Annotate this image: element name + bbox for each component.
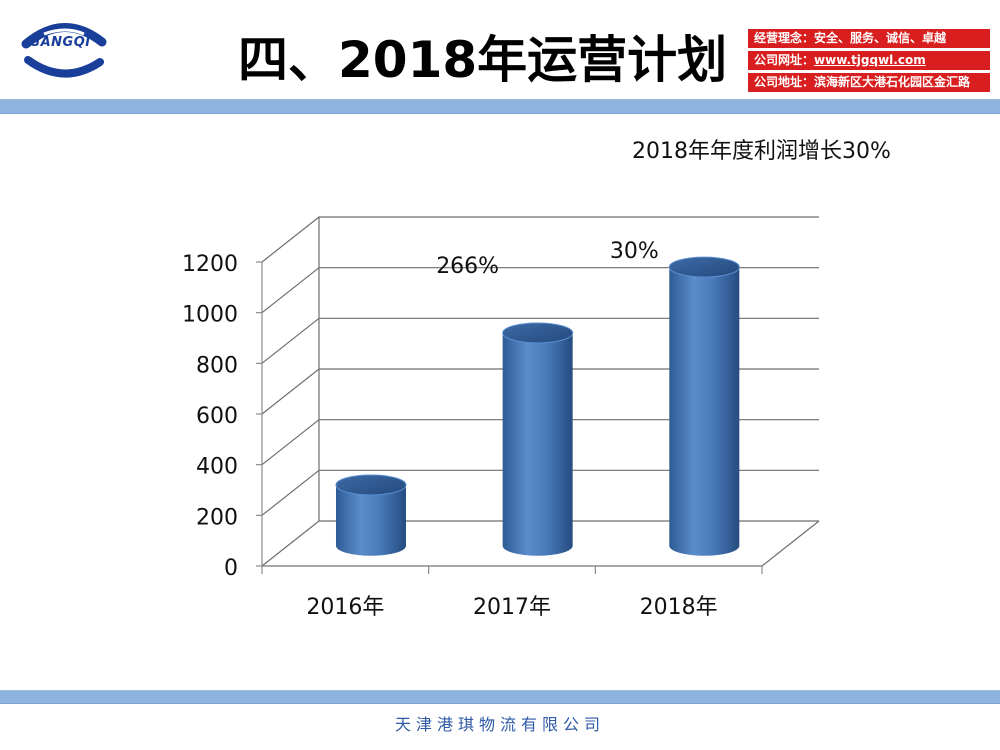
header-divider-band: [0, 99, 1000, 114]
y-tick-label: 1000: [182, 303, 238, 328]
gridline: [261, 216, 819, 263]
info-label: 经营理念：: [754, 31, 815, 45]
bar-body: [335, 484, 406, 556]
info-label: 公司网址：: [754, 53, 815, 67]
logo-text: GANGQI: [29, 35, 91, 50]
info-label: 公司地址：: [754, 75, 815, 89]
y-tick-label: 600: [196, 404, 238, 429]
gangqi-logo-icon: [21, 23, 107, 78]
y-tick-label: 800: [196, 353, 238, 378]
bar-top: [502, 322, 574, 344]
info-value: 安全、服务、诚信、卓越: [814, 31, 947, 45]
info-line-philosophy: 经营理念：安全、服务、诚信、卓越: [748, 29, 990, 48]
x-category-label: 2016年: [306, 595, 384, 620]
profit-growth-note: 2018年年度利润增长30%: [632, 139, 891, 164]
info-line-address: 公司地址：滨海新区大港石化园区金汇路: [748, 73, 990, 92]
bar: [335, 474, 407, 556]
y-tick-label: 1200: [182, 252, 238, 277]
bar: [668, 256, 740, 556]
y-tick-label: 400: [196, 455, 238, 480]
page-title: 四、2018年运营计划: [238, 31, 728, 89]
footer-divider-band: [0, 690, 1000, 704]
annotation-label: 266%: [436, 254, 499, 279]
info-value: 滨海新区大港石化园区金汇路: [814, 75, 971, 89]
bar-body: [669, 267, 740, 556]
info-line-website: 公司网址：www.tjgqwl.com: [748, 51, 990, 70]
website-link[interactable]: www.tjgqwl.com: [814, 53, 926, 67]
x-category-label: 2018年: [640, 595, 718, 620]
company-footer: 天津港琪物流有限公司: [394, 715, 605, 734]
bar-top: [335, 474, 407, 496]
x-category-label: 2017年: [473, 595, 551, 620]
y-tick-label: 200: [196, 505, 238, 530]
y-tick-label: 0: [224, 556, 238, 581]
annotation-label: 30%: [610, 239, 659, 264]
bar-body: [502, 332, 573, 556]
bar: [502, 322, 574, 556]
bar-top: [668, 256, 740, 278]
